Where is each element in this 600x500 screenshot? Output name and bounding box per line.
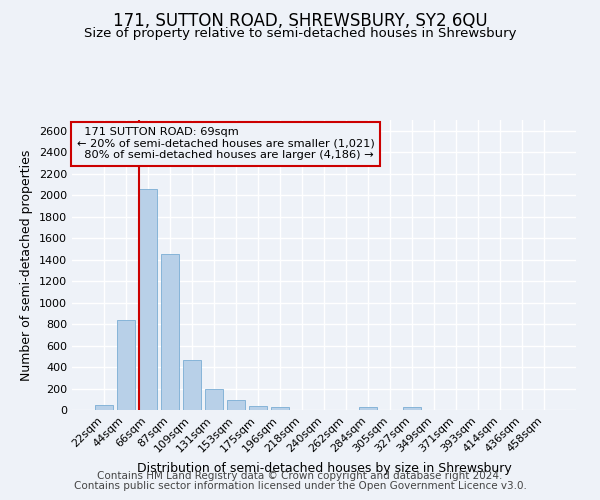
Text: Contains public sector information licensed under the Open Government Licence v3: Contains public sector information licen…: [74, 481, 526, 491]
Bar: [403, 408, 421, 410]
Bar: [117, 320, 134, 410]
Y-axis label: Number of semi-detached properties: Number of semi-detached properties: [20, 150, 34, 380]
Bar: [139, 188, 157, 410]
Text: 171, SUTTON ROAD, SHREWSBURY, SY2 6QU: 171, SUTTON ROAD, SHREWSBURY, SY2 6QU: [113, 12, 487, 30]
Bar: [227, 400, 245, 410]
Bar: [249, 406, 267, 410]
Text: Size of property relative to semi-detached houses in Shrewsbury: Size of property relative to semi-detach…: [84, 28, 516, 40]
Bar: [95, 404, 113, 410]
Bar: [183, 360, 200, 410]
Bar: [271, 408, 289, 410]
Bar: [205, 388, 223, 410]
Text: Contains HM Land Registry data © Crown copyright and database right 2024.: Contains HM Land Registry data © Crown c…: [97, 471, 503, 481]
X-axis label: Distribution of semi-detached houses by size in Shrewsbury: Distribution of semi-detached houses by …: [137, 462, 511, 475]
Text: 171 SUTTON ROAD: 69sqm
← 20% of semi-detached houses are smaller (1,021)
  80% o: 171 SUTTON ROAD: 69sqm ← 20% of semi-det…: [77, 127, 375, 160]
Bar: [359, 408, 377, 410]
Bar: [161, 254, 179, 410]
